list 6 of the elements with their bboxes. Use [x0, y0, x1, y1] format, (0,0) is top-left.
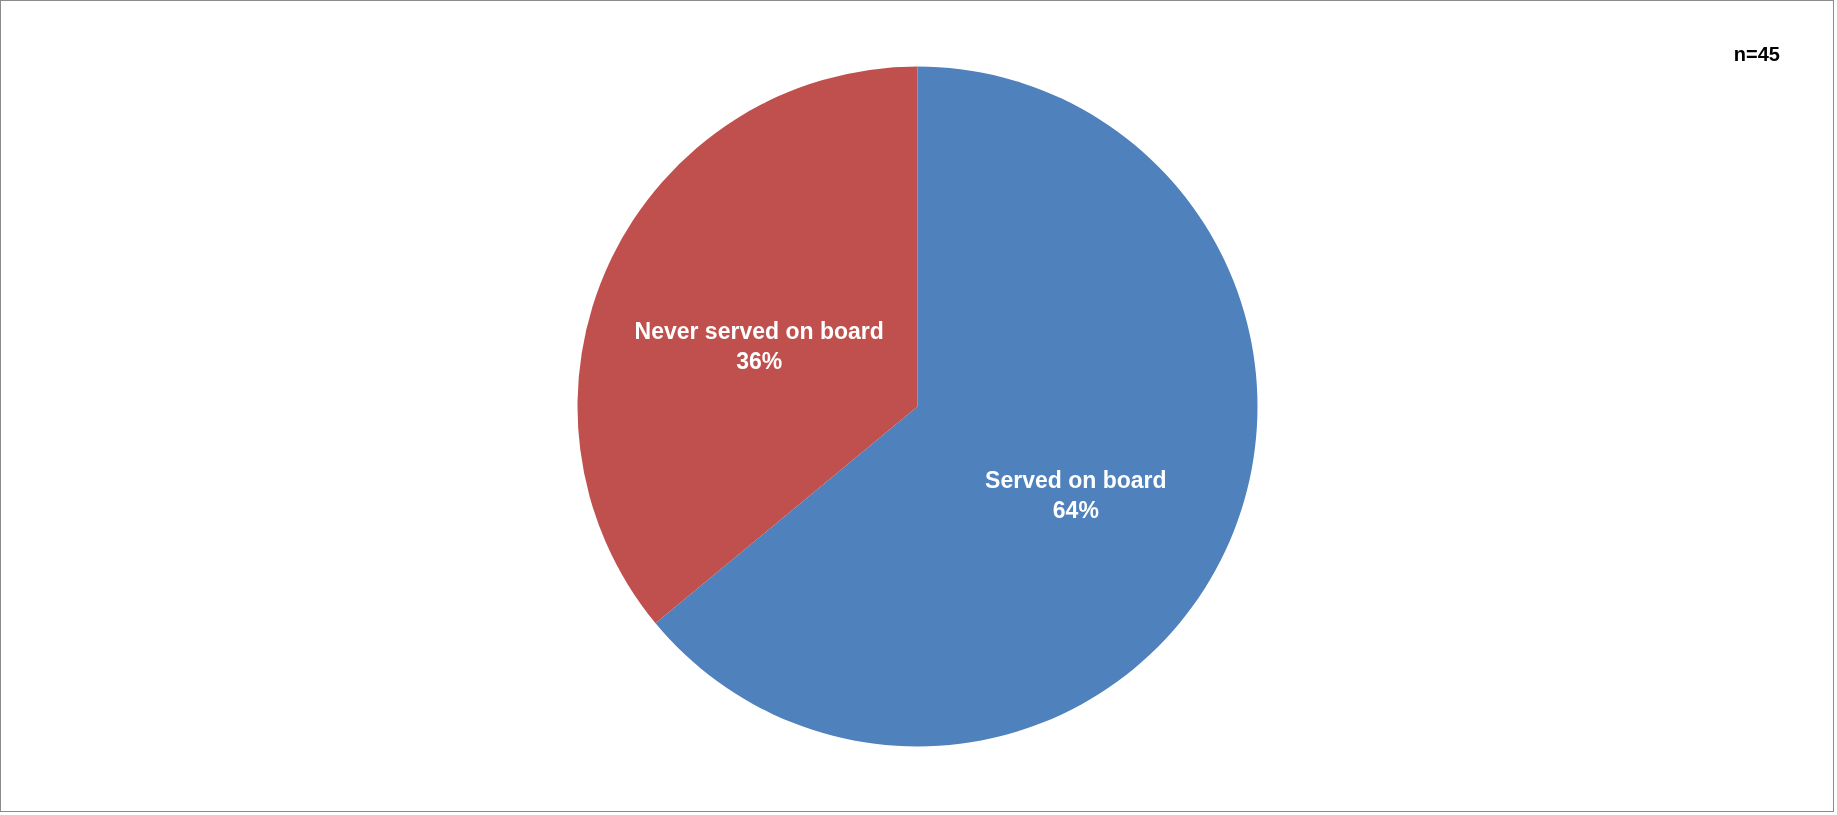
- pie-slice: [578, 66, 918, 624]
- data-label: 64%: [1052, 497, 1099, 524]
- slice-label: Never served on board: [634, 317, 884, 344]
- data-label: 36%: [736, 347, 783, 374]
- slice-label: Served on board: [985, 467, 1167, 494]
- text: n=45: [1733, 43, 1780, 65]
